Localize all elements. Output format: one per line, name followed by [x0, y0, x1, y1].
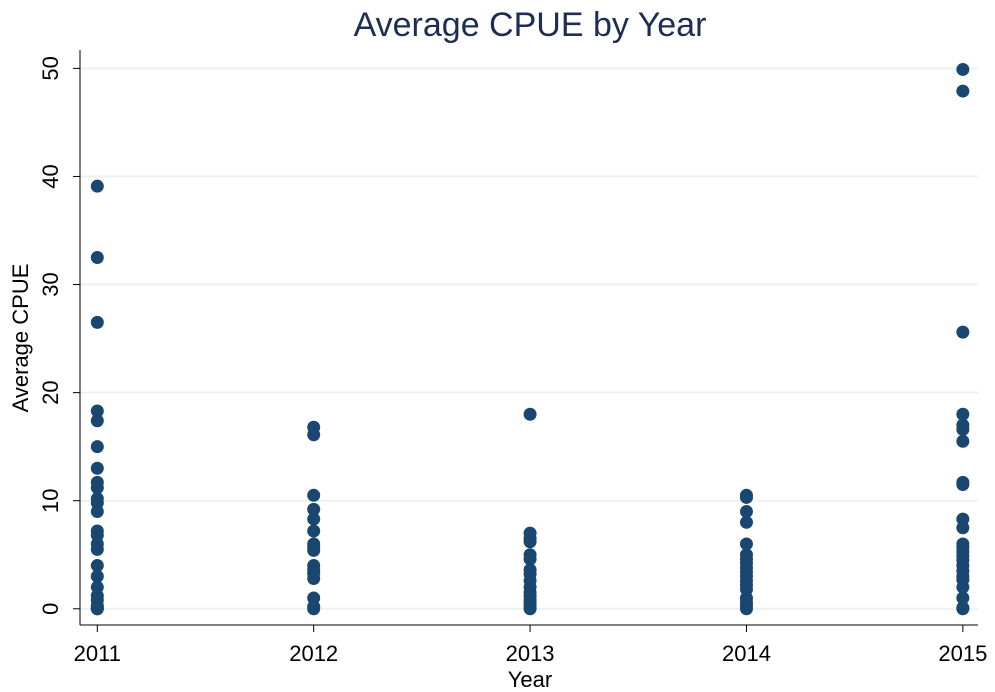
point	[90, 505, 104, 519]
point	[90, 440, 104, 454]
y-tick-label: 0	[38, 603, 63, 615]
point	[956, 62, 970, 76]
point	[739, 515, 753, 529]
point	[956, 434, 970, 448]
x-tick-label: 2014	[722, 641, 771, 666]
point	[307, 602, 321, 616]
point	[90, 542, 104, 556]
point	[956, 591, 970, 605]
point	[90, 569, 104, 583]
point	[307, 572, 321, 586]
point	[90, 481, 104, 495]
y-tick-label: 30	[38, 272, 63, 296]
point	[307, 488, 321, 502]
x-tick-label: 2013	[506, 641, 555, 666]
point	[307, 543, 321, 557]
x-tick-label: 2015	[938, 641, 987, 666]
chart-title: Average CPUE by Year	[354, 6, 707, 44]
y-axis-title: Average CPUE	[8, 264, 33, 413]
point	[307, 512, 321, 526]
point	[956, 521, 970, 535]
y-tick-label: 50	[38, 56, 63, 80]
point	[90, 602, 104, 616]
point	[90, 251, 104, 265]
point	[956, 84, 970, 98]
point	[956, 422, 970, 436]
point	[956, 477, 970, 491]
point	[739, 537, 753, 551]
y-tick-label: 40	[38, 164, 63, 188]
x-tick-label: 2012	[289, 641, 338, 666]
point	[739, 505, 753, 519]
point	[90, 461, 104, 475]
point	[956, 325, 970, 339]
point	[90, 179, 104, 193]
point	[307, 428, 321, 442]
point	[307, 502, 321, 516]
point	[90, 315, 104, 329]
point	[523, 535, 537, 549]
point	[523, 552, 537, 566]
point	[523, 407, 537, 421]
y-tick-label: 10	[38, 488, 63, 512]
point	[90, 559, 104, 573]
point	[90, 414, 104, 428]
y-tick-label: 20	[38, 380, 63, 404]
point	[523, 602, 537, 616]
point	[739, 490, 753, 504]
point	[307, 524, 321, 538]
x-axis-title: Year	[508, 667, 552, 692]
point	[956, 580, 970, 594]
point	[90, 404, 104, 418]
point	[956, 407, 970, 421]
point	[956, 602, 970, 616]
x-tick-label: 2011	[74, 641, 121, 666]
point	[739, 602, 753, 616]
